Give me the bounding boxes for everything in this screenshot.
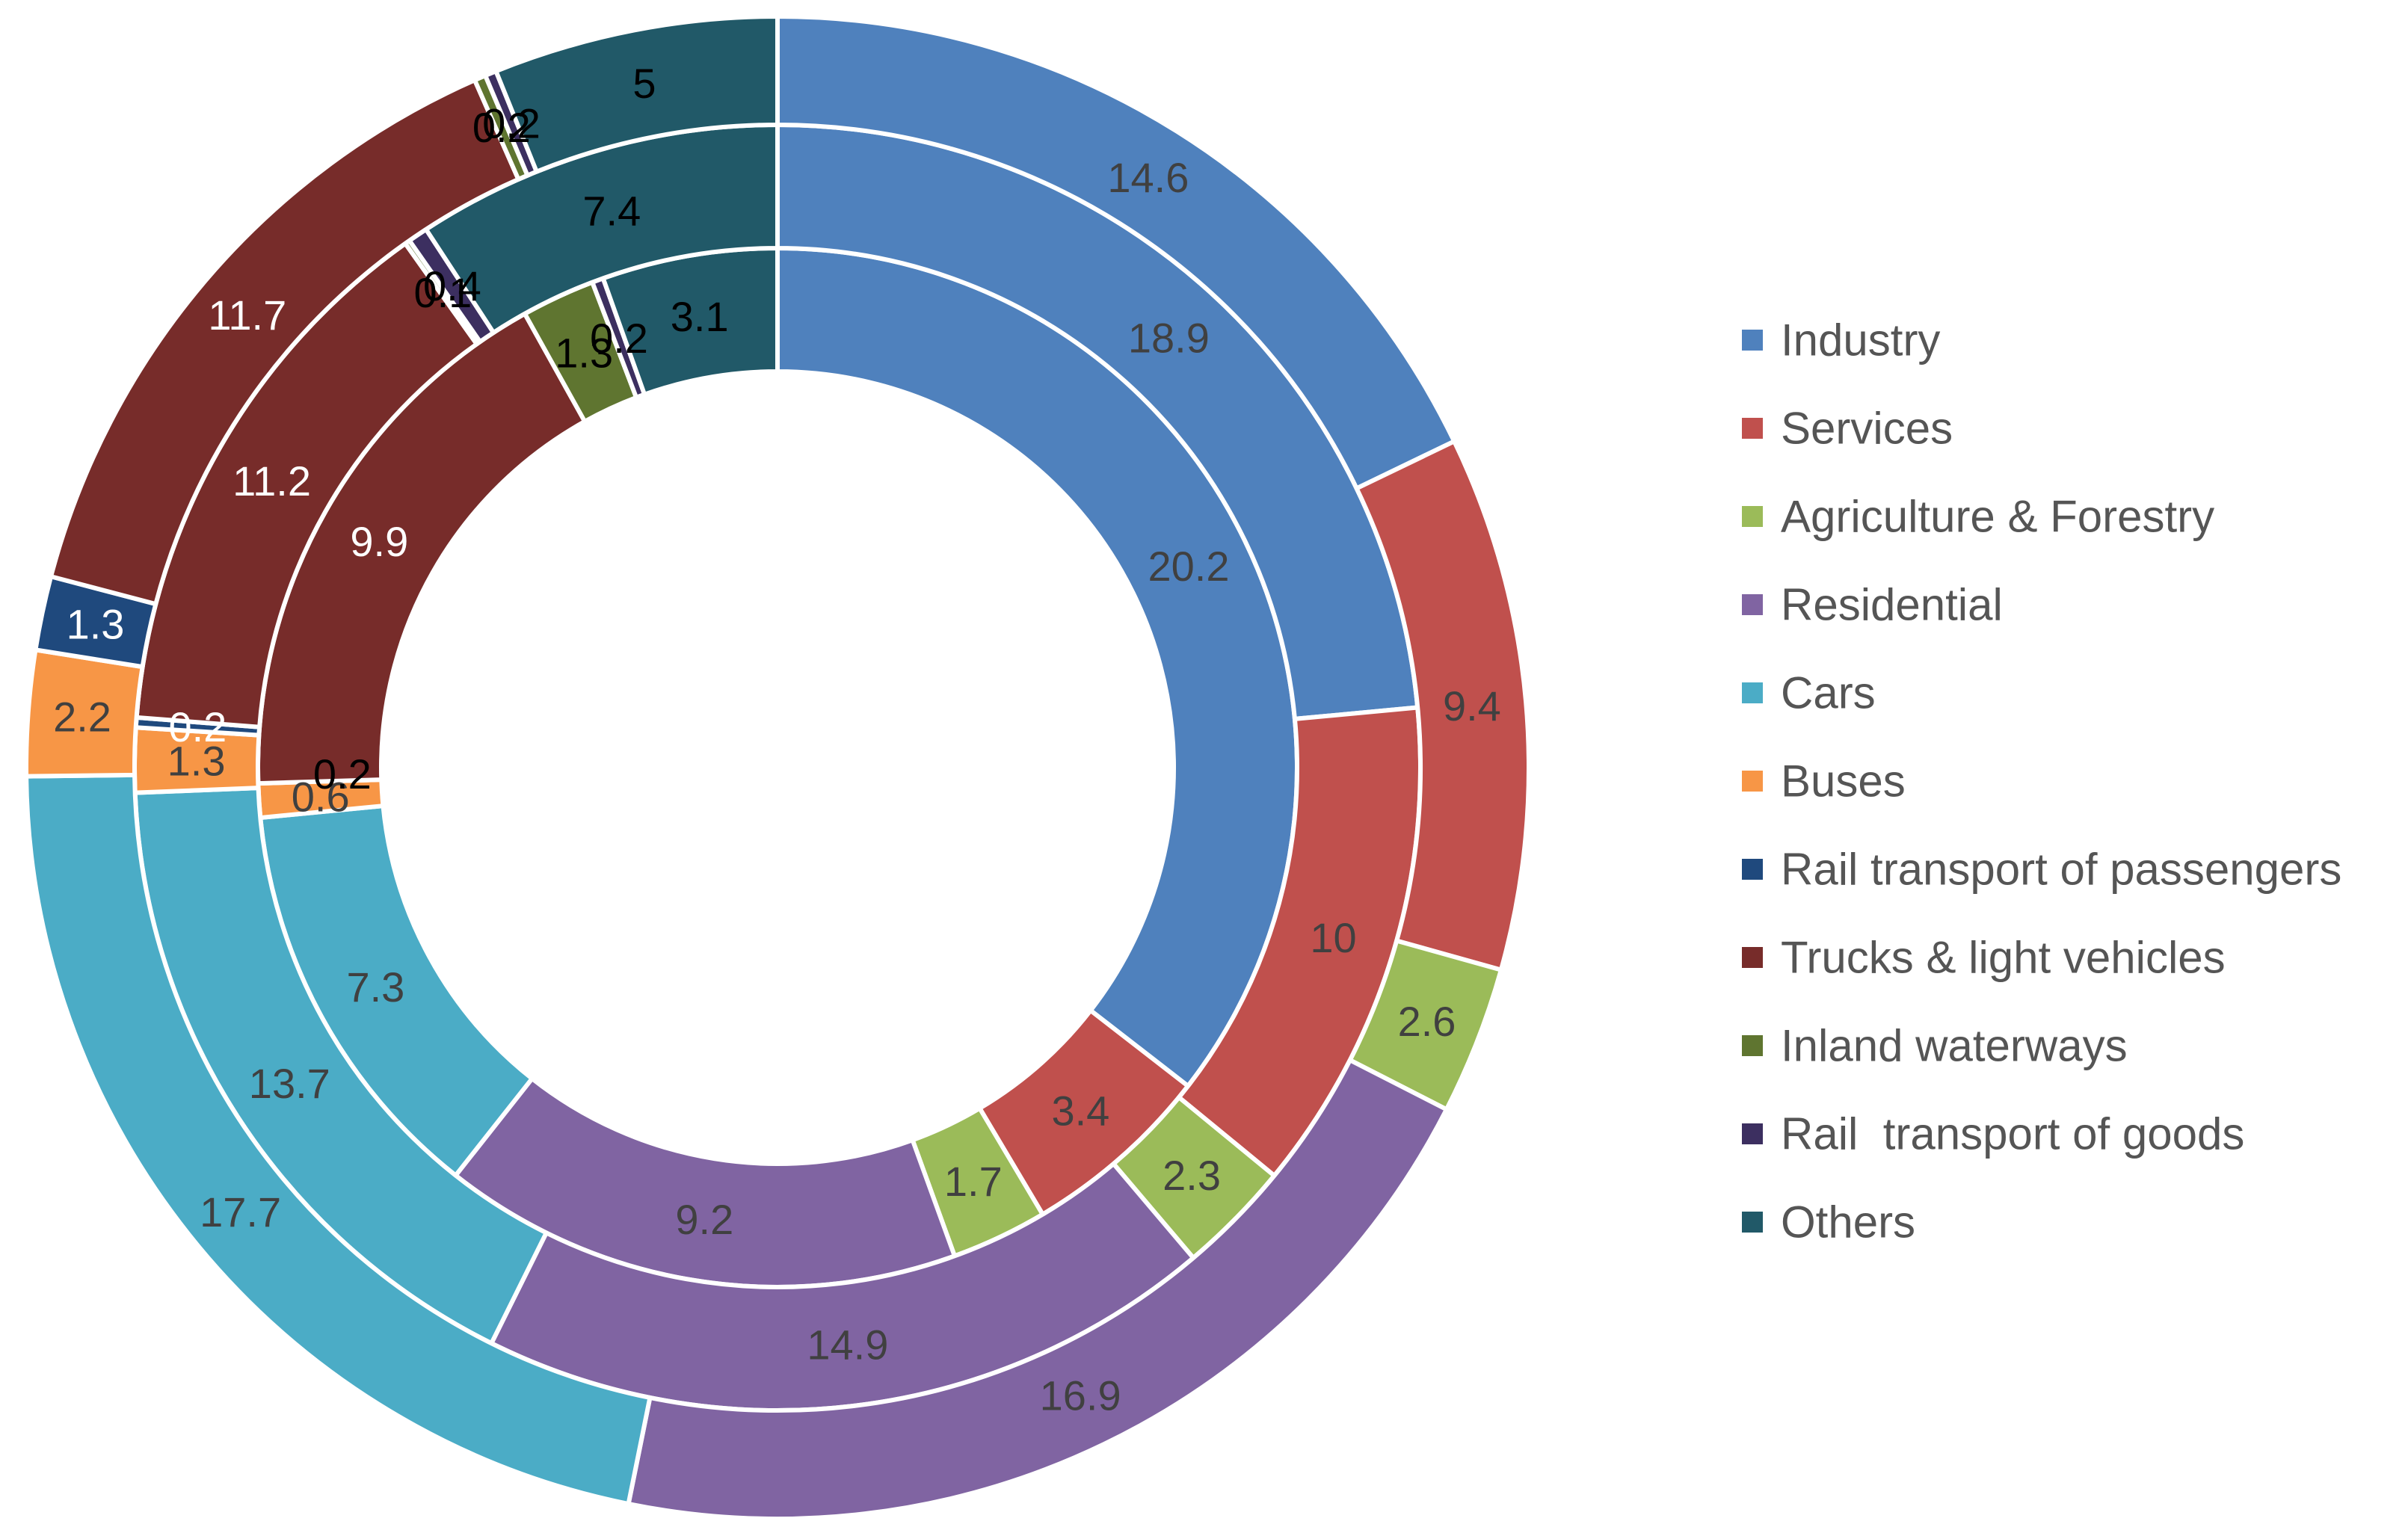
inner-ring-label-others: 3.1 — [671, 293, 729, 340]
middle-ring-label-industry: 18.9 — [1128, 315, 1210, 362]
legend-swatch-trucks-and-light-vehicles — [1742, 947, 1763, 968]
legend: Industry Services Agriculture & Forestry Re… — [1742, 315, 2341, 1247]
middle-ring-label-trucks-and-light-vehicles: 11.2 — [233, 457, 311, 505]
legend-item-industry[interactable]: Industry — [1742, 315, 1940, 365]
outer-ring-label-buses: 2.2 — [53, 694, 111, 741]
outer-ring-label-cars: 17.7 — [200, 1188, 281, 1236]
legend-label-rail-transport-of-goods: Rail transport of goods — [1781, 1109, 2244, 1159]
legend-swatch-rail-transport-of-passengers — [1742, 859, 1763, 880]
legend-label-rail-transport-of-passengers: Rail transport of passengers — [1781, 845, 2341, 895]
inner-ring-label-services: 3.4 — [1051, 1088, 1109, 1135]
outer-ring-label-services: 9.4 — [1443, 682, 1501, 730]
legend-item-rail-transport-of-goods[interactable]: Rail transport of goods — [1742, 1109, 2244, 1159]
legend-label-buses: Buses — [1781, 756, 1906, 806]
legend-label-inland-waterways: Inland waterways — [1781, 1021, 2128, 1071]
middle-ring-label-residential: 14.9 — [807, 1321, 888, 1368]
legend-swatch-others — [1742, 1212, 1763, 1233]
middle-ring-label-cars: 13.7 — [249, 1060, 330, 1107]
inner-ring-label-agriculture-and-forestry: 1.7 — [944, 1158, 1003, 1205]
outer-ring-label-industry: 14.6 — [1107, 154, 1189, 201]
legend-swatch-buses — [1742, 771, 1763, 792]
legend-swatch-cars — [1742, 682, 1763, 703]
inner-ring-label-trucks-and-light-vehicles: 9.9 — [350, 518, 408, 565]
middle-ring-label-agriculture-and-forestry: 2.3 — [1163, 1152, 1221, 1199]
legend-item-residential[interactable]: Residential — [1742, 580, 2003, 630]
legend-swatch-agriculture-and-forestry — [1742, 506, 1763, 527]
outer-ring-label-rail-transport-of-goods: 0.2 — [482, 100, 541, 147]
middle-ring-label-rail-transport-of-goods: 0.4 — [423, 262, 481, 309]
inner-ring-label-rail-transport-of-goods: 0.2 — [590, 315, 648, 362]
legend-label-services: Services — [1781, 404, 1953, 454]
legend-label-industry: Industry — [1781, 315, 1940, 365]
outer-ring-label-inland-waterways: 0.2 — [472, 104, 531, 151]
inner-ring-extra-label-rail-transport-of-passengers: 0.2 — [313, 750, 372, 798]
middle-ring-label-services: 10 — [1310, 914, 1356, 961]
legend-item-agriculture-and-forestry[interactable]: Agriculture & Forestry — [1742, 492, 2214, 542]
legend-swatch-services — [1742, 418, 1763, 439]
legend-item-trucks-and-light-vehicles[interactable]: Trucks & light vehicles — [1742, 933, 2226, 983]
inner-ring-label-industry: 20.2 — [1148, 543, 1230, 590]
legend-swatch-inland-waterways — [1742, 1035, 1763, 1056]
middle-ring-label-inland-waterways: 0.1 — [413, 269, 472, 316]
outer-ring-label-others: 5 — [632, 60, 656, 107]
legend-label-others: Others — [1781, 1197, 1915, 1247]
inner-ring-label-residential: 9.2 — [675, 1196, 733, 1243]
outer-ring-segment-others[interactable] — [493, 14, 780, 174]
inner-ring-label-inland-waterways: 1.3 — [555, 329, 613, 376]
legend-label-agriculture-and-forestry: Agriculture & Forestry — [1781, 492, 2214, 542]
legend-item-others[interactable]: Others — [1742, 1197, 1915, 1247]
legend-swatch-residential — [1742, 594, 1763, 615]
legend-item-inland-waterways[interactable]: Inland waterways — [1742, 1021, 2128, 1071]
legend-item-rail-transport-of-passengers[interactable]: Rail transport of passengers — [1742, 845, 2341, 895]
legend-label-cars: Cars — [1781, 668, 1876, 718]
inner-ring-label-cars: 7.3 — [346, 963, 404, 1011]
legend-item-cars[interactable]: Cars — [1742, 668, 1876, 718]
middle-ring-label-rail-transport-of-passengers: 0.2 — [168, 703, 227, 750]
legend-swatch-rail-transport-of-goods — [1742, 1123, 1763, 1144]
legend-label-residential: Residential — [1781, 580, 2003, 630]
segment-labels: 20.23.41.79.27.30.69.91.30.2 3.1 18.9102.3… — [53, 60, 1501, 1419]
legend-label-trucks-and-light-vehicles: Trucks & light vehicles — [1781, 933, 2226, 983]
legend-item-buses[interactable]: Buses — [1742, 756, 1906, 806]
outer-ring-label-rail-transport-of-passengers: 1.3 — [67, 601, 125, 648]
legend-item-services[interactable]: Services — [1742, 404, 1953, 454]
inner-ring-label-buses: 0.6 — [292, 773, 350, 820]
outer-ring-label-agriculture-and-forestry: 2.6 — [1398, 998, 1456, 1045]
rings — [24, 14, 1531, 1521]
legend-swatch-industry — [1742, 330, 1763, 351]
middle-ring-label-others: 7.4 — [582, 187, 641, 234]
middle-ring-label-buses: 1.3 — [167, 737, 226, 784]
outer-ring-label-trucks-and-light-vehicles: 11.7 — [208, 292, 286, 339]
outer-ring-label-residential: 16.9 — [1040, 1372, 1121, 1419]
